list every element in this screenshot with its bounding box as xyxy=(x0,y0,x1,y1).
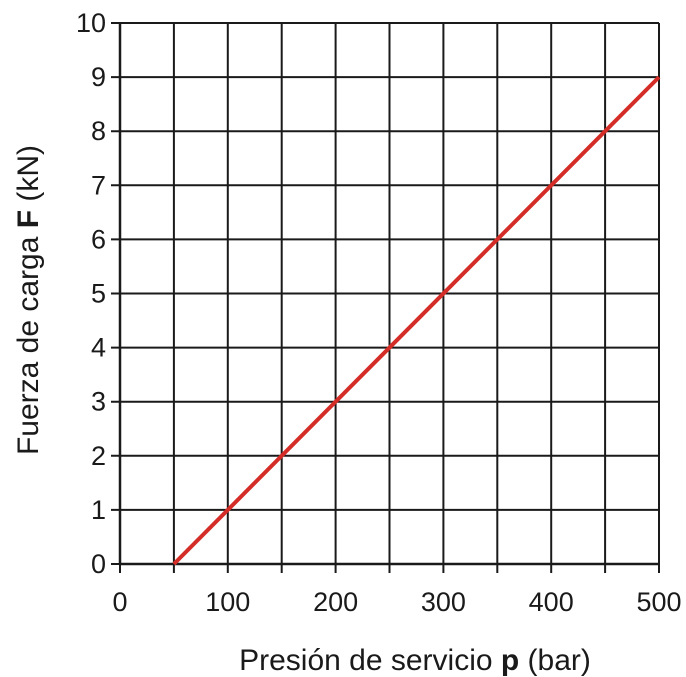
series-layer xyxy=(172,75,661,566)
y-tick-label: 2 xyxy=(91,441,106,471)
x-tick-label: 200 xyxy=(313,587,358,617)
series-line xyxy=(172,75,661,566)
x-axis-label: Presión de servicio p (bar) xyxy=(239,644,591,677)
x-axis-label-suffix: (bar) xyxy=(519,644,591,677)
x-axis-label-prefix: Presión de servicio xyxy=(239,644,501,677)
y-axis-label: Fuerza de carga F (kN) xyxy=(12,145,45,455)
y-tick-label: 1 xyxy=(91,495,106,525)
y-tick-label: 9 xyxy=(91,62,106,92)
x-tick-label: 0 xyxy=(112,587,127,617)
x-tick-label: 500 xyxy=(636,587,681,617)
y-tick-label: 6 xyxy=(91,224,106,254)
y-tick-label: 8 xyxy=(91,116,106,146)
y-tick-label: 4 xyxy=(91,333,106,363)
y-tick-label: 3 xyxy=(91,387,106,417)
y-axis-label-suffix: (kN) xyxy=(12,145,45,210)
y-tick-label: 7 xyxy=(91,170,106,200)
y-tick-label: 0 xyxy=(91,549,106,579)
tick-labels: 0 100 200 300 400 500 0 1 2 3 4 5 6 7 8 9 10 xyxy=(76,8,682,617)
y-axis-variable: F xyxy=(12,210,45,228)
y-tick-label: 5 xyxy=(91,279,106,309)
x-tick-label: 100 xyxy=(205,587,250,617)
y-axis-label-prefix: Fuerza de carga xyxy=(12,228,45,455)
x-tick-label: 400 xyxy=(529,587,574,617)
y-tick-label: 10 xyxy=(76,8,106,38)
x-tick-label: 300 xyxy=(421,587,466,617)
x-axis-variable: p xyxy=(501,644,519,677)
grid xyxy=(111,22,660,573)
axes xyxy=(118,23,659,566)
